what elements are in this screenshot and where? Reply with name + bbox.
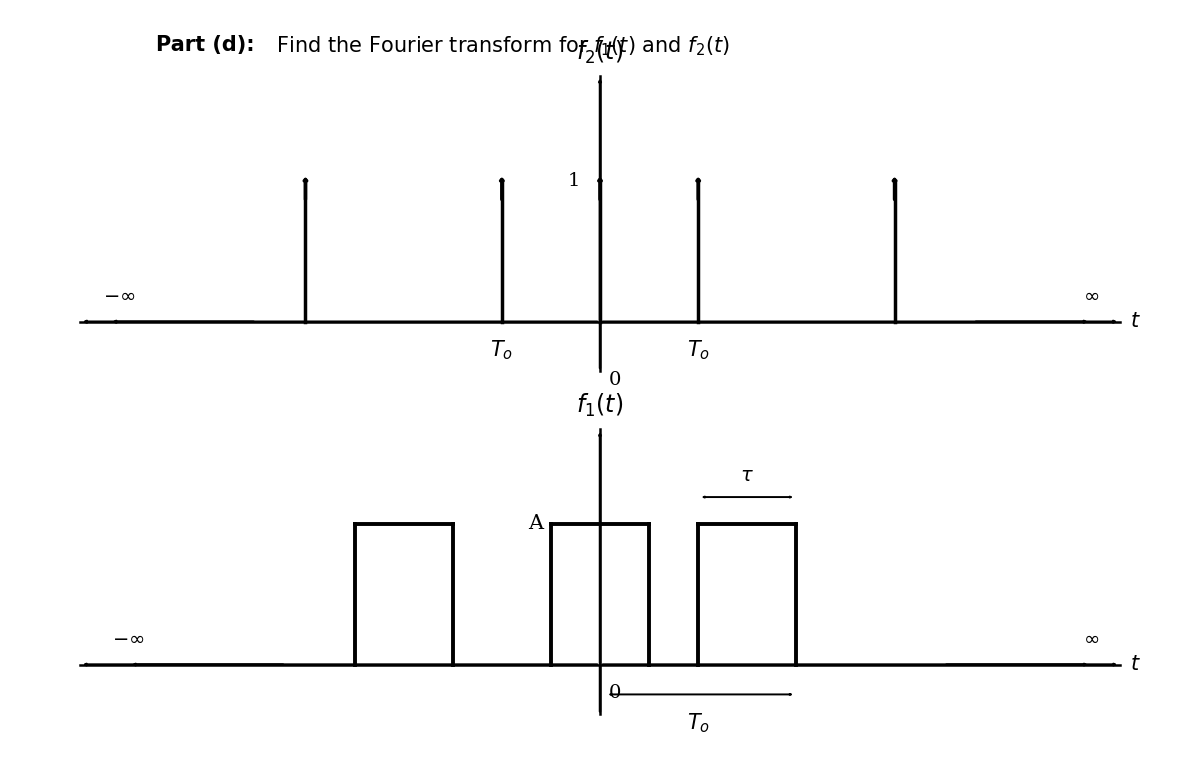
Text: $T_o$: $T_o$ [686, 711, 709, 735]
Text: 0: 0 [608, 685, 620, 702]
Text: $t$: $t$ [1130, 312, 1141, 331]
Text: 0: 0 [608, 371, 620, 389]
Text: $\tau$: $\tau$ [740, 467, 754, 485]
Text: $\infty$: $\infty$ [1082, 287, 1099, 305]
Text: $-\infty$: $-\infty$ [113, 630, 145, 648]
Text: Part (d):: Part (d): [156, 35, 254, 55]
Text: $f_1(t)$: $f_1(t)$ [576, 392, 624, 419]
Text: 1: 1 [568, 172, 581, 190]
Text: $\infty$: $\infty$ [1082, 630, 1099, 648]
Text: $T_o$: $T_o$ [686, 339, 709, 362]
Text: $t$: $t$ [1130, 655, 1141, 674]
Text: $f_2(t)$: $f_2(t)$ [576, 38, 624, 65]
Text: Find the Fourier transform for $f_1(t)$ and $f_2(t)$: Find the Fourier transform for $f_1(t)$ … [270, 35, 730, 59]
Text: $-\infty$: $-\infty$ [103, 287, 136, 305]
Text: A: A [528, 514, 544, 533]
Text: $T_o$: $T_o$ [491, 339, 514, 362]
